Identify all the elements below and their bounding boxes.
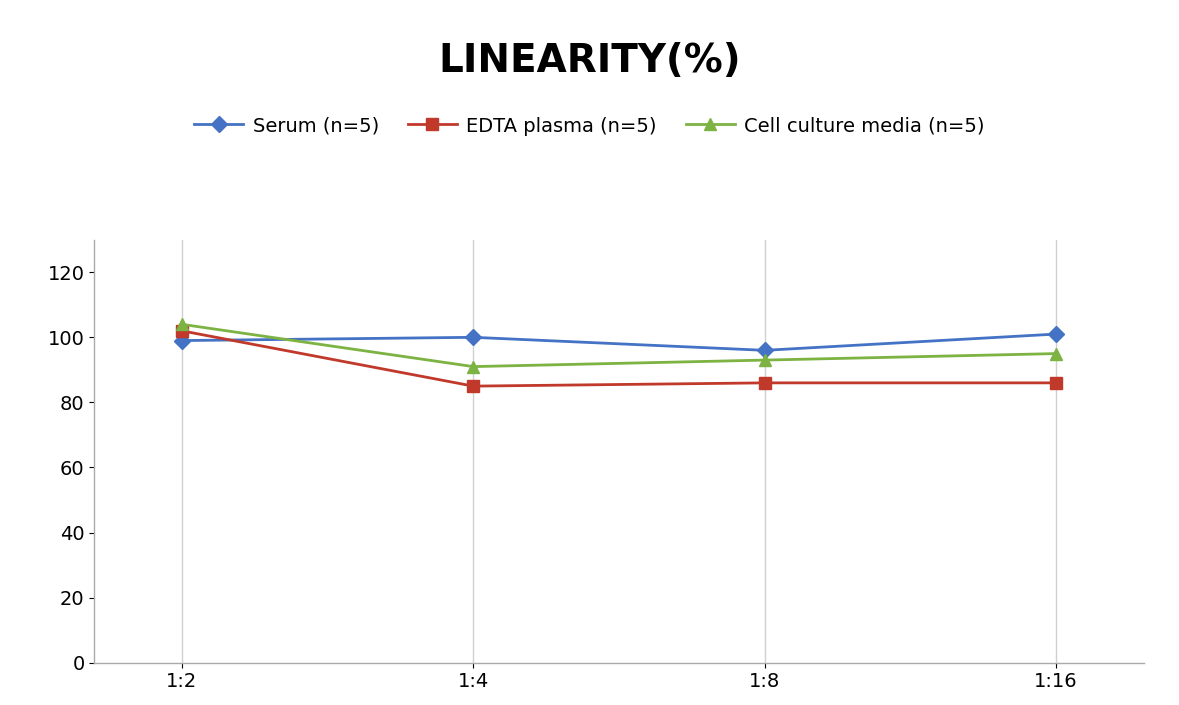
Line: Serum (n=5): Serum (n=5) bbox=[176, 329, 1062, 356]
Legend: Serum (n=5), EDTA plasma (n=5), Cell culture media (n=5): Serum (n=5), EDTA plasma (n=5), Cell cul… bbox=[186, 109, 993, 143]
EDTA plasma (n=5) bbox=[1049, 379, 1063, 387]
Serum (n=5) bbox=[174, 336, 189, 345]
Serum (n=5) bbox=[466, 333, 480, 341]
EDTA plasma (n=5) bbox=[466, 382, 480, 391]
EDTA plasma (n=5) bbox=[174, 326, 189, 335]
Text: LINEARITY(%): LINEARITY(%) bbox=[439, 42, 740, 80]
Serum (n=5) bbox=[1049, 330, 1063, 338]
Serum (n=5) bbox=[758, 346, 772, 355]
Line: Cell culture media (n=5): Cell culture media (n=5) bbox=[176, 318, 1062, 373]
Line: EDTA plasma (n=5): EDTA plasma (n=5) bbox=[176, 325, 1062, 392]
Cell culture media (n=5) bbox=[758, 356, 772, 364]
Cell culture media (n=5) bbox=[1049, 350, 1063, 358]
Cell culture media (n=5) bbox=[174, 320, 189, 329]
EDTA plasma (n=5) bbox=[758, 379, 772, 387]
Cell culture media (n=5) bbox=[466, 362, 480, 371]
